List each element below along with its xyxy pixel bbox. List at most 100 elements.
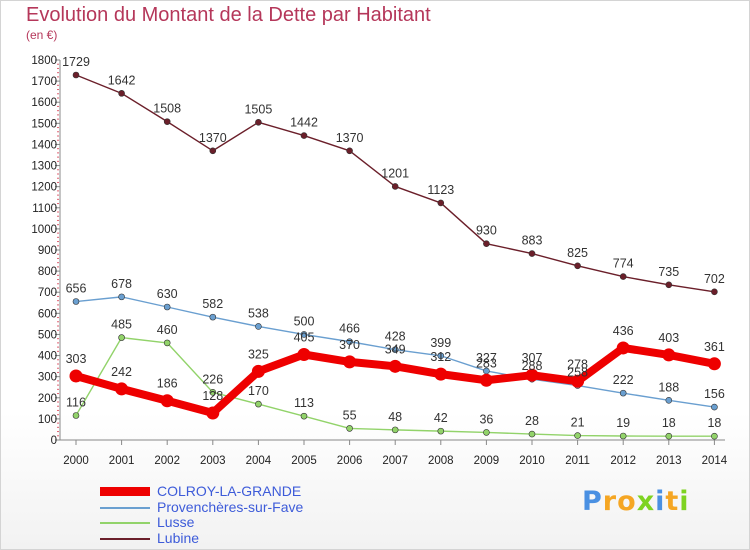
data-point xyxy=(711,403,718,411)
data-point xyxy=(571,374,585,388)
y-tick-label: 800 xyxy=(38,266,57,278)
data-label: 36 xyxy=(479,412,493,426)
data-point xyxy=(346,147,353,155)
chart-series xyxy=(69,71,721,440)
data-point xyxy=(619,273,627,280)
legend-label: Lusse xyxy=(157,514,195,530)
data-label: 1729 xyxy=(62,55,90,69)
line-chart: 0 100 200 300 400 500 600 700 800 900 1000 1100 1200… xyxy=(31,55,727,467)
data-label: 1123 xyxy=(427,183,454,197)
x-tick-label: 2005 xyxy=(291,455,317,467)
logo-letter: x xyxy=(636,486,656,517)
data-label: 28 xyxy=(525,414,539,428)
data-label: 312 xyxy=(430,350,451,364)
legend-swatch xyxy=(100,506,150,509)
data-label: 128 xyxy=(202,389,223,403)
data-label: 735 xyxy=(658,265,679,279)
data-point xyxy=(206,406,220,420)
y-tick-label: 1200 xyxy=(31,182,57,194)
data-point xyxy=(118,334,125,341)
data-point xyxy=(616,341,630,355)
data-point xyxy=(118,90,125,97)
data-label: 55 xyxy=(343,408,357,422)
data-point xyxy=(255,118,262,126)
data-label: 116 xyxy=(66,396,86,410)
data-point xyxy=(665,432,673,440)
legend-swatch xyxy=(100,537,150,540)
data-point xyxy=(711,288,718,296)
data-point xyxy=(163,118,171,125)
y-tick-label: 600 xyxy=(38,308,57,320)
x-tick-label: 2009 xyxy=(474,455,500,467)
x-tick-label: 2004 xyxy=(246,455,272,467)
legend-swatch xyxy=(100,522,150,524)
legend-label: Provenchères-sur-Fave xyxy=(157,498,304,515)
data-point xyxy=(163,339,171,347)
chart-title: Evolution du Montant de la Dette par Hab… xyxy=(26,4,431,26)
x-tick-label: 2012 xyxy=(610,455,636,467)
logo-letter: o xyxy=(617,486,637,517)
data-label: 399 xyxy=(430,336,451,350)
data-label: 222 xyxy=(613,373,634,387)
data-point xyxy=(391,183,399,190)
data-point xyxy=(662,348,676,362)
data-point xyxy=(209,313,217,321)
legend-label: Lubine xyxy=(157,529,200,546)
x-tick-label: 2013 xyxy=(656,455,682,467)
data-point xyxy=(297,348,311,361)
data-point xyxy=(343,355,357,369)
data-label: 170 xyxy=(248,384,269,398)
data-point xyxy=(528,430,536,438)
data-label: 428 xyxy=(385,330,406,344)
data-label: 930 xyxy=(476,224,497,238)
data-label: 656 xyxy=(66,282,87,296)
data-label: 325 xyxy=(248,347,269,361)
data-point xyxy=(72,412,80,419)
data-label: 485 xyxy=(111,318,132,332)
x-tick-label: 2011 xyxy=(565,455,590,467)
y-tick-label: 1800 xyxy=(31,55,57,67)
legend-swatch xyxy=(100,487,150,496)
y-tick-label: 1400 xyxy=(31,139,57,151)
data-label: 630 xyxy=(157,287,178,301)
chart-subtitle: (en €) xyxy=(26,28,58,42)
data-point xyxy=(391,426,399,434)
x-tick-label: 2000 xyxy=(63,455,89,467)
data-point xyxy=(388,359,402,373)
data-point xyxy=(528,250,536,257)
data-point xyxy=(437,427,445,435)
data-point xyxy=(300,412,308,420)
data-point xyxy=(434,367,448,381)
data-point xyxy=(255,323,262,330)
chart-axes: 0 100 200 300 400 500 600 700 800 900 1000 1100 1200… xyxy=(31,55,727,467)
data-label: 156 xyxy=(704,387,725,401)
data-label: 258 xyxy=(567,366,588,380)
x-tick-label: 2001 xyxy=(109,455,135,467)
data-label: 825 xyxy=(567,246,588,260)
y-tick-label: 1700 xyxy=(31,76,57,88)
chart-data-labels: 1729 1642 1508 1370 1505 1442 1370 1201 1123 930 8… xyxy=(62,55,725,430)
data-point xyxy=(163,303,171,311)
data-point xyxy=(574,432,581,439)
x-tick-label: 2014 xyxy=(702,455,728,467)
data-label: 1508 xyxy=(153,102,181,116)
data-label: 307 xyxy=(522,351,543,365)
data-point xyxy=(69,369,83,383)
y-tick-label: 0 xyxy=(51,435,57,447)
data-point xyxy=(72,71,80,79)
data-point xyxy=(483,240,490,247)
data-label: 883 xyxy=(522,234,543,248)
data-label: 361 xyxy=(704,340,725,354)
logo-letter: P xyxy=(582,486,603,517)
proxiti-logo: Proxiti xyxy=(582,486,690,517)
data-label: 582 xyxy=(202,297,223,311)
data-label: 226 xyxy=(202,372,223,386)
x-tick-label: 2006 xyxy=(337,455,363,467)
data-point xyxy=(574,262,581,270)
y-tick-label: 1300 xyxy=(31,161,57,173)
data-label: 702 xyxy=(704,272,725,286)
logo-letter: t xyxy=(665,486,680,517)
data-label: 186 xyxy=(157,377,178,391)
data-label: 436 xyxy=(613,324,634,338)
data-point xyxy=(479,373,493,387)
